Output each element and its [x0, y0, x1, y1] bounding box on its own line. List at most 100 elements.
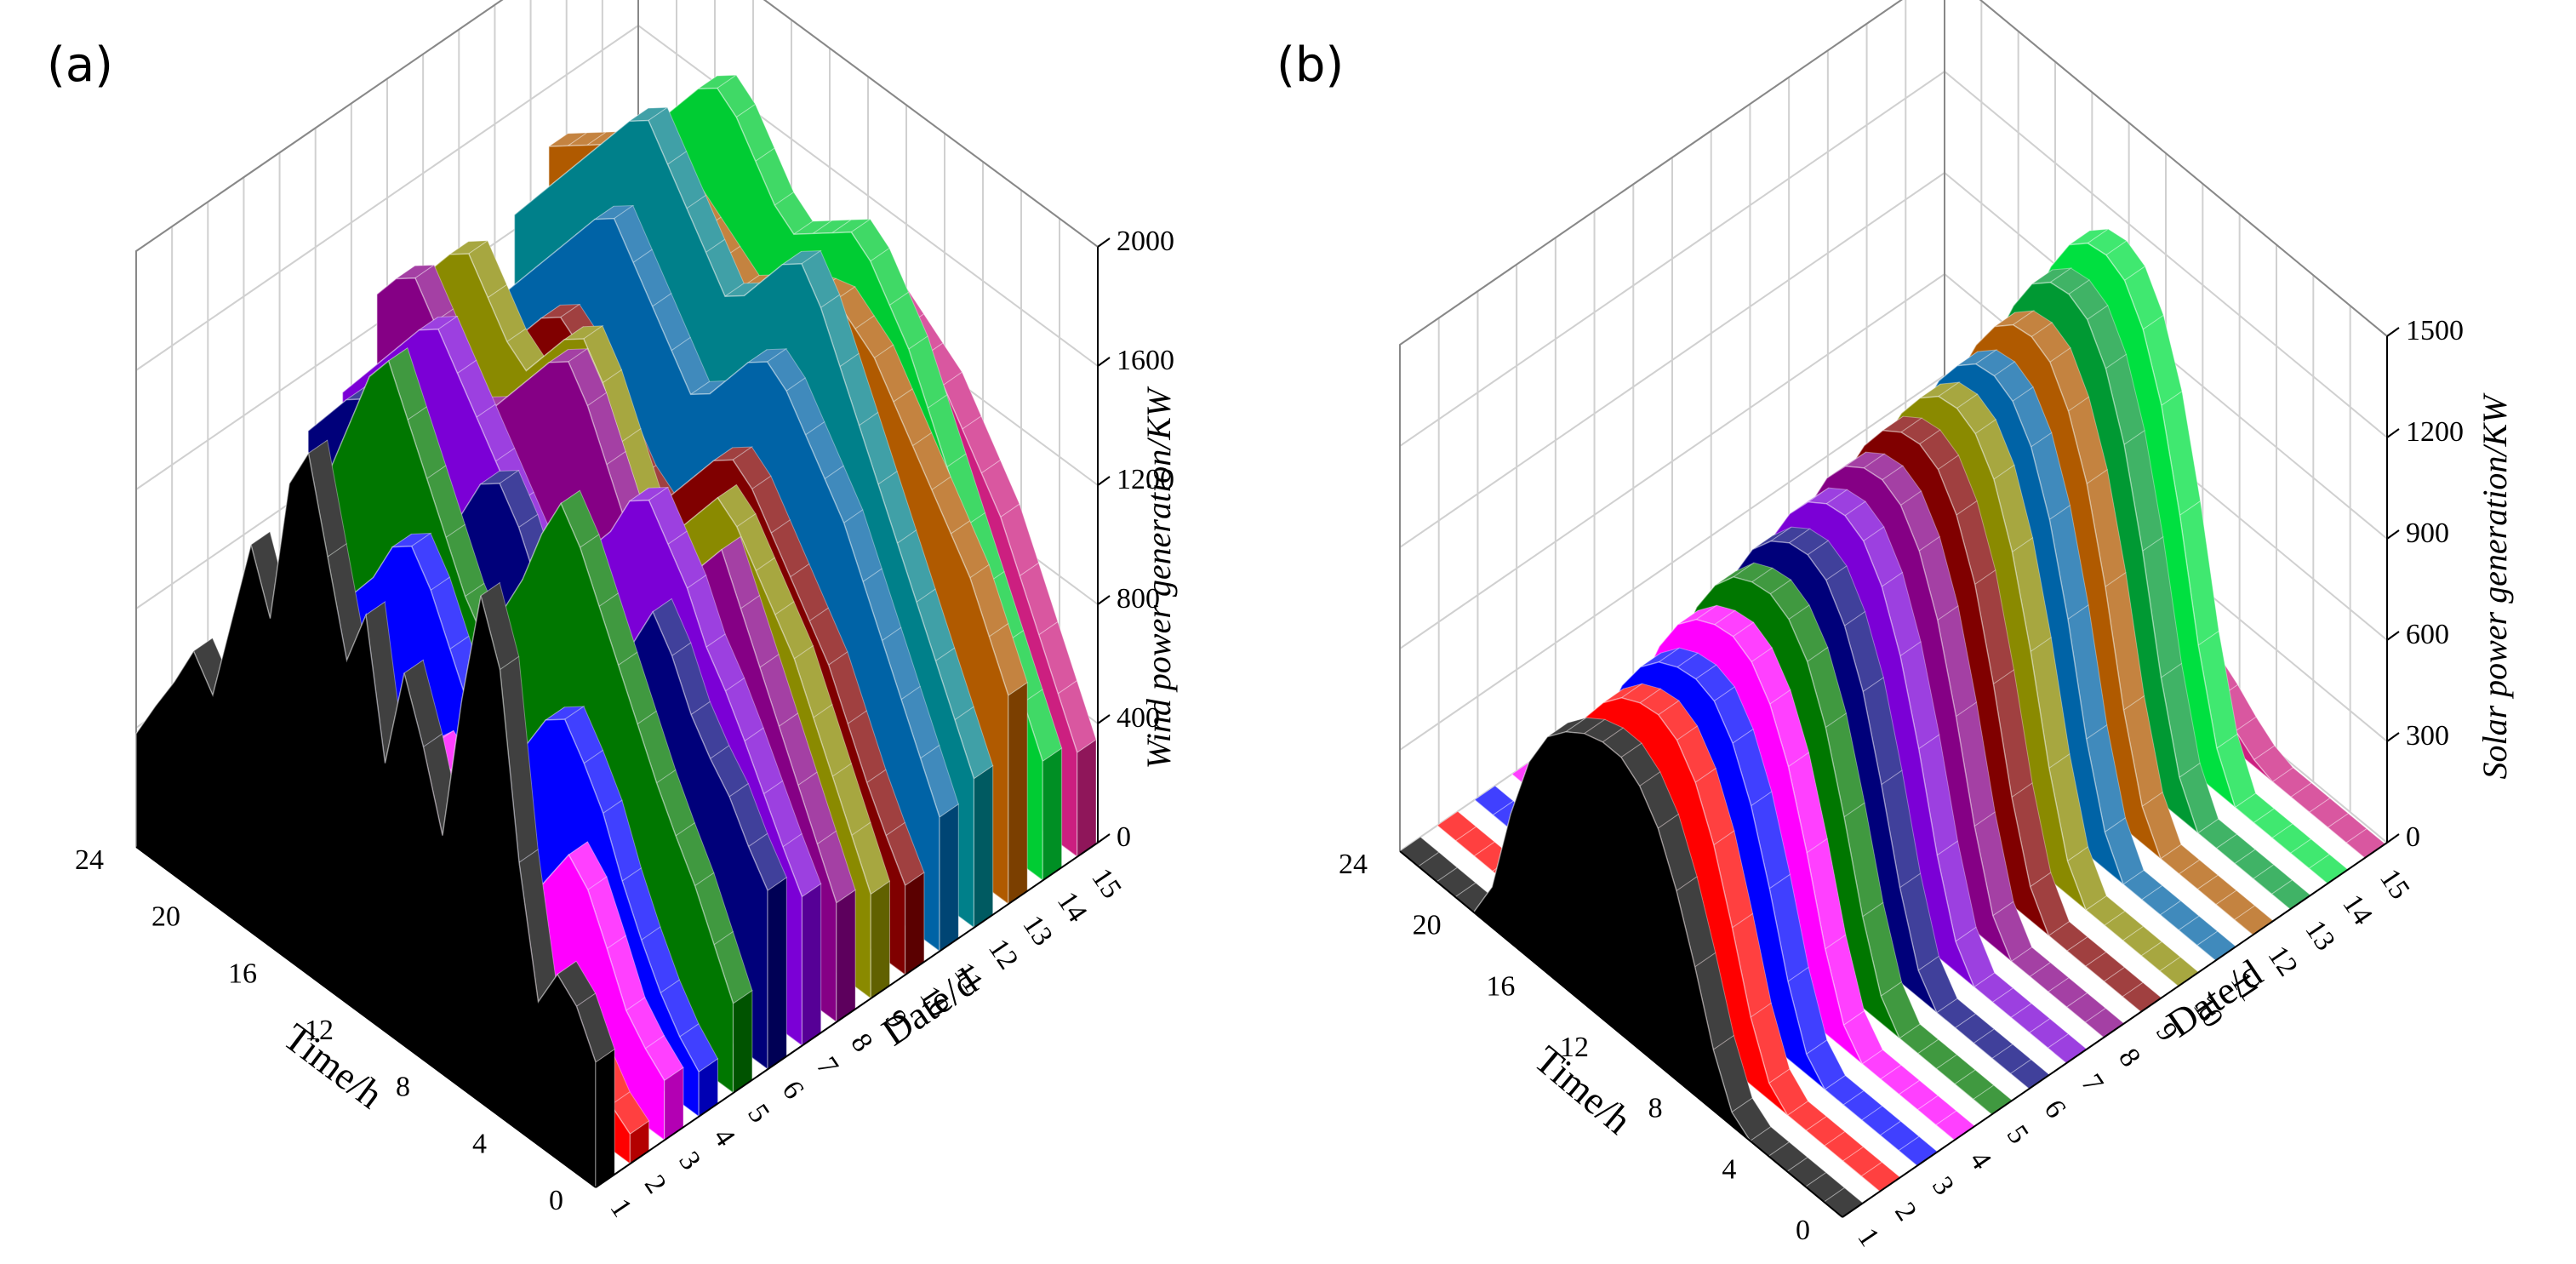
ribbon-top [2196, 874, 2237, 906]
ribbon-top [696, 74, 738, 89]
time-tick-label: 4 [472, 1128, 487, 1159]
ribbon-top [1038, 621, 1078, 695]
ribbon-top [2031, 432, 2071, 521]
time-tick-label: 12 [1560, 1032, 1589, 1063]
panel-label: (a) [47, 37, 113, 93]
ribbon-cap [939, 803, 959, 952]
ribbon-top [627, 106, 669, 122]
ribbon-top [557, 960, 597, 1008]
ribbon-top [2010, 1003, 2051, 1033]
ribbon-top [740, 594, 780, 668]
ribbon-top [583, 749, 623, 815]
ribbon-top [1788, 604, 1829, 663]
ribbon-top [686, 575, 726, 648]
ribbon-top [694, 872, 734, 946]
ribbon-top [414, 264, 454, 323]
ribbon-top [2065, 992, 2107, 1023]
ribbon-top [2252, 864, 2293, 895]
time-tick-label: 16 [1486, 970, 1515, 1002]
ribbon-top [2197, 630, 2238, 750]
time-tick-label: 20 [1413, 910, 1442, 941]
ribbon-top [1991, 987, 2032, 1019]
ribbon-top [1844, 500, 1885, 542]
ribbon-top [1825, 934, 1865, 1027]
ribbon-top [2179, 762, 2219, 834]
z-tick-label: 1600 [1117, 345, 1174, 376]
ribbon-top [1956, 393, 1997, 435]
ribbon-top [1825, 489, 1867, 517]
ribbon-top [1694, 767, 1735, 846]
ribbon-top [1899, 872, 1939, 971]
ribbon-top [2290, 782, 2331, 813]
ribbon-top [721, 535, 761, 609]
ribbon-top [747, 832, 787, 892]
date-axis [1842, 842, 2388, 1218]
z-tick [1097, 357, 1111, 367]
ribbon-top [2030, 637, 2071, 769]
ribbon-top [1899, 1023, 1939, 1055]
ribbon-top [2067, 396, 2108, 485]
time-tick-label: 0 [1796, 1215, 1810, 1246]
ribbon-top [1955, 926, 1996, 988]
ribbon-top [2011, 537, 2052, 653]
ribbon-top [540, 304, 581, 319]
ribbon-top [1974, 419, 2015, 480]
time-tick-label: 4 [1722, 1153, 1736, 1185]
ribbon-top [2271, 823, 2312, 855]
ribbon-top [2086, 724, 2127, 833]
z-tick-label: 1200 [2406, 416, 2464, 448]
ribbon-top [1825, 565, 1866, 626]
ribbon-top [896, 529, 936, 603]
z-axis-title: Solar power generation/KW [2476, 392, 2514, 780]
ribbon-top [2029, 962, 2070, 992]
ribbon-top [843, 509, 882, 583]
ribbon-top [1955, 701, 1996, 827]
ribbon-cap [836, 889, 856, 1023]
ribbon-top [2140, 941, 2181, 972]
z-tick [1097, 476, 1111, 486]
ribbon-top [641, 926, 681, 994]
ribbon-top [1825, 712, 1865, 818]
ribbon-top [1899, 490, 1940, 552]
ribbon-cap [974, 764, 994, 929]
ribbon-top [2142, 535, 2183, 679]
ribbon-cap [1077, 738, 1097, 858]
ribbon-top [2123, 429, 2164, 552]
ribbon-top [1935, 1054, 1976, 1085]
z-tick [2386, 428, 2400, 438]
ribbon-top [831, 763, 871, 837]
ribbon-top [854, 315, 894, 359]
z-tick [1097, 833, 1111, 844]
ribbon-top [1842, 1146, 1883, 1177]
ribbon-top [2215, 889, 2256, 921]
ribbon-top [1881, 769, 1922, 889]
ribbon-top [1769, 689, 1810, 768]
z-tick [1097, 237, 1111, 248]
ribbon-top [2141, 792, 2182, 860]
ribbon-top [2179, 500, 2219, 646]
ribbon-top [606, 935, 646, 1011]
ribbon-top [2123, 266, 2164, 330]
ribbon-top [2067, 604, 2108, 741]
ribbon-top [1881, 415, 1923, 433]
ribbon-top [804, 420, 844, 480]
ribbon-top [1918, 429, 1960, 471]
ribbon-top [2122, 925, 2163, 957]
ribbon-top [1788, 528, 1830, 556]
z-tick-label: 1200 [1117, 464, 1174, 495]
time-axis [135, 846, 597, 1188]
ribbon-top [969, 563, 1009, 638]
z-tick-label: 900 [2406, 518, 2449, 549]
series-ribbons [1399, 228, 2386, 1218]
z-tick [1097, 595, 1111, 605]
ribbon-top [1843, 802, 1884, 918]
time-tick-label: 24 [75, 844, 104, 876]
ribbon-top [1881, 571, 1922, 657]
ribbon-top [870, 247, 910, 306]
time-tick-label: 20 [151, 901, 180, 933]
ribbon-top [2012, 386, 2053, 448]
ribbon-top [1974, 349, 2016, 377]
z-tick [2386, 833, 2400, 844]
